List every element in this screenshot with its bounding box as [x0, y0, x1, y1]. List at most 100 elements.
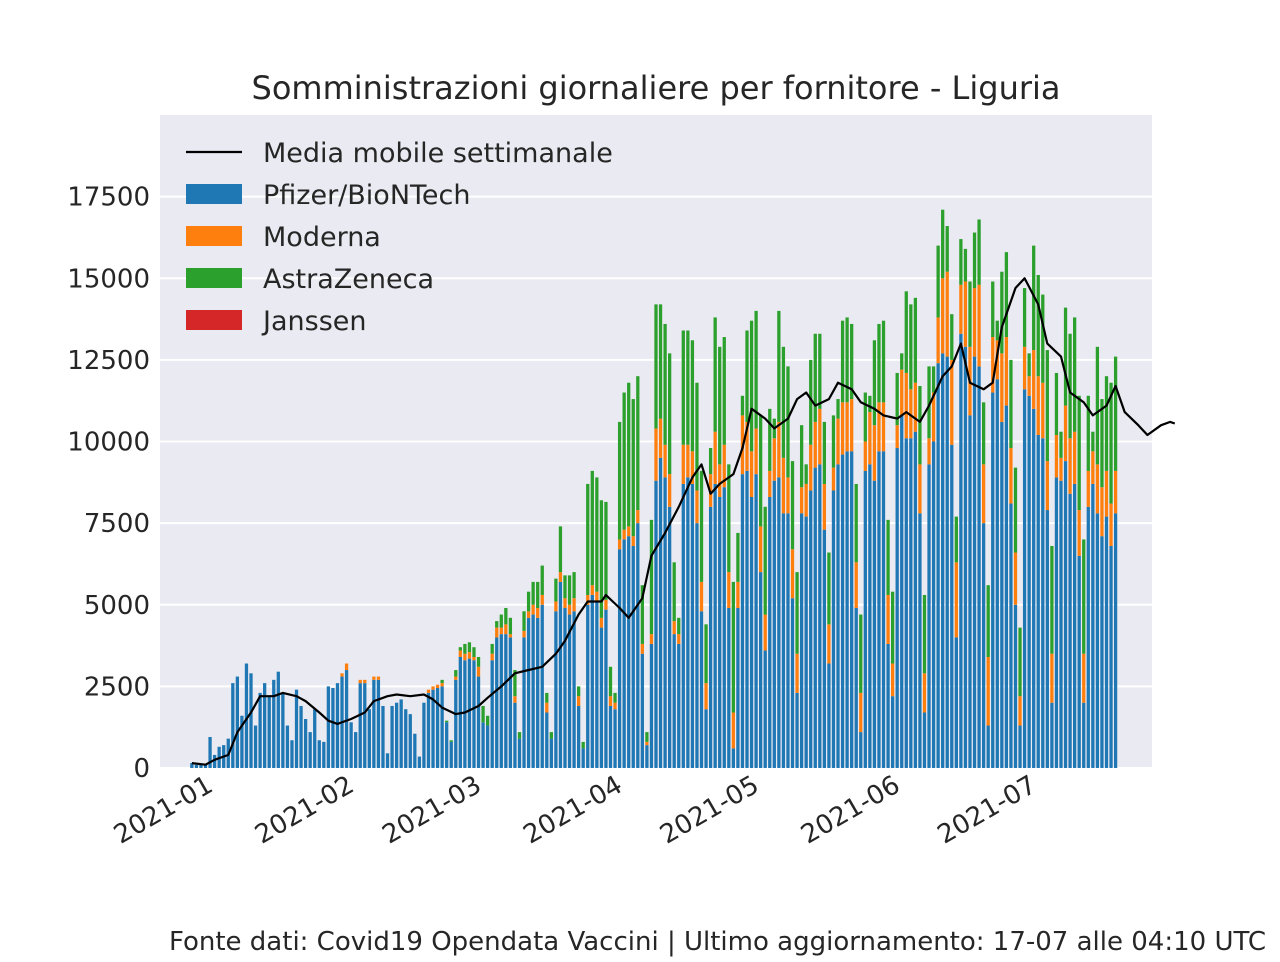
bar-segment: [431, 686, 435, 690]
bar-segment: [868, 395, 872, 413]
bar-segment: [836, 418, 840, 465]
bar-segment: [572, 598, 576, 612]
bar-segment: [913, 431, 918, 768]
bar-segment: [863, 392, 867, 442]
bar-segment: [1041, 294, 1045, 383]
bar-segment: [417, 756, 422, 768]
bar-segment: [927, 464, 931, 768]
bar-segment: [1100, 487, 1104, 537]
bar-segment: [786, 366, 790, 478]
bar-segment: [736, 532, 740, 582]
bar-segment: [850, 451, 854, 768]
bar-segment: [595, 477, 599, 592]
bar-segment: [463, 643, 467, 654]
bar-segment: [690, 451, 695, 484]
bar-segment: [627, 526, 631, 537]
bar-segment: [490, 660, 494, 768]
bar-segment: [476, 656, 481, 667]
x-tick-label: 2021-07: [933, 770, 1042, 850]
bar-segment: [599, 627, 604, 768]
bar-segment: [1009, 359, 1013, 449]
bar-segment: [772, 480, 776, 768]
bar-segment: [918, 513, 922, 768]
bar-segment: [549, 738, 553, 768]
bar-segment: [754, 310, 758, 429]
bar-segment: [904, 438, 908, 768]
bar-segment: [504, 624, 508, 635]
bar-segment: [1054, 434, 1059, 478]
bar-segment: [554, 601, 558, 612]
bar-segment: [545, 712, 549, 768]
bar-segment: [854, 483, 858, 563]
bar-segment: [890, 663, 895, 697]
bar-segment: [895, 372, 899, 426]
bar-segment: [390, 705, 394, 768]
bar-segment: [740, 474, 745, 768]
bar-segment: [617, 549, 622, 768]
bar-segment: [363, 683, 367, 768]
bar-segment: [831, 490, 836, 768]
legend-swatch: [186, 184, 242, 204]
bar-segment: [963, 281, 968, 347]
y-tick-label: 0: [133, 754, 150, 784]
bar-segment: [904, 372, 908, 439]
bar-segment: [317, 740, 321, 768]
bar-segment: [809, 444, 813, 491]
bar-segment: [850, 399, 854, 452]
bar-segment: [531, 581, 535, 605]
bar-segment: [599, 500, 604, 618]
bar-segment: [845, 317, 849, 403]
bar-segment: [572, 572, 576, 599]
bar-segment: [536, 581, 540, 609]
bar-segment: [567, 575, 572, 605]
bar-segment: [931, 392, 936, 442]
bar-segment: [786, 477, 790, 514]
bar-segment: [931, 441, 936, 768]
bar-segment: [640, 653, 644, 768]
bar-segment: [718, 497, 722, 768]
bar-segment: [1091, 483, 1095, 768]
bar-segment: [827, 552, 831, 625]
bar-segment: [249, 673, 253, 768]
bar-segment: [604, 599, 608, 610]
bar-segment: [472, 647, 476, 657]
bar-segment: [818, 464, 822, 768]
bar-segment: [649, 519, 654, 635]
bar-segment: [358, 683, 362, 768]
bar-segment: [1095, 513, 1100, 768]
bar-segment: [299, 705, 303, 768]
bar-segment: [622, 529, 626, 540]
bar-segment: [422, 702, 426, 768]
bar-segment: [799, 513, 804, 768]
bar-segment: [859, 732, 863, 768]
bar-segment: [1045, 461, 1049, 511]
bar-segment: [836, 399, 840, 419]
bar-segment: [904, 291, 908, 373]
bar-segment: [1000, 353, 1004, 422]
bar-segment: [599, 617, 604, 628]
bar-segment: [740, 395, 745, 416]
bar-segment: [804, 464, 808, 484]
bar-segment: [981, 464, 986, 524]
bar-segment: [495, 621, 499, 628]
bar-segment: [968, 281, 972, 347]
bar-segment: [554, 611, 558, 768]
bar-segment: [558, 572, 563, 582]
bar-segment: [394, 702, 399, 768]
bar-segment: [831, 467, 836, 491]
bar-segment: [1050, 653, 1054, 703]
y-tick-label: 2500: [84, 672, 150, 702]
bar-segment: [895, 425, 899, 449]
bar-segment: [613, 692, 617, 703]
bar-segment: [1104, 516, 1109, 768]
x-tick-label: 2021-03: [377, 770, 486, 850]
bar-segment: [285, 725, 290, 768]
bar-segment: [435, 684, 440, 689]
legend-swatch: [186, 268, 242, 288]
bar-segment: [631, 545, 635, 768]
bar-segment: [822, 529, 827, 768]
bar-segment: [672, 621, 676, 635]
footer-source: Fonte dati: Covid19 Opendata Vaccini | U…: [168, 927, 1266, 957]
bar-segment: [704, 624, 708, 684]
